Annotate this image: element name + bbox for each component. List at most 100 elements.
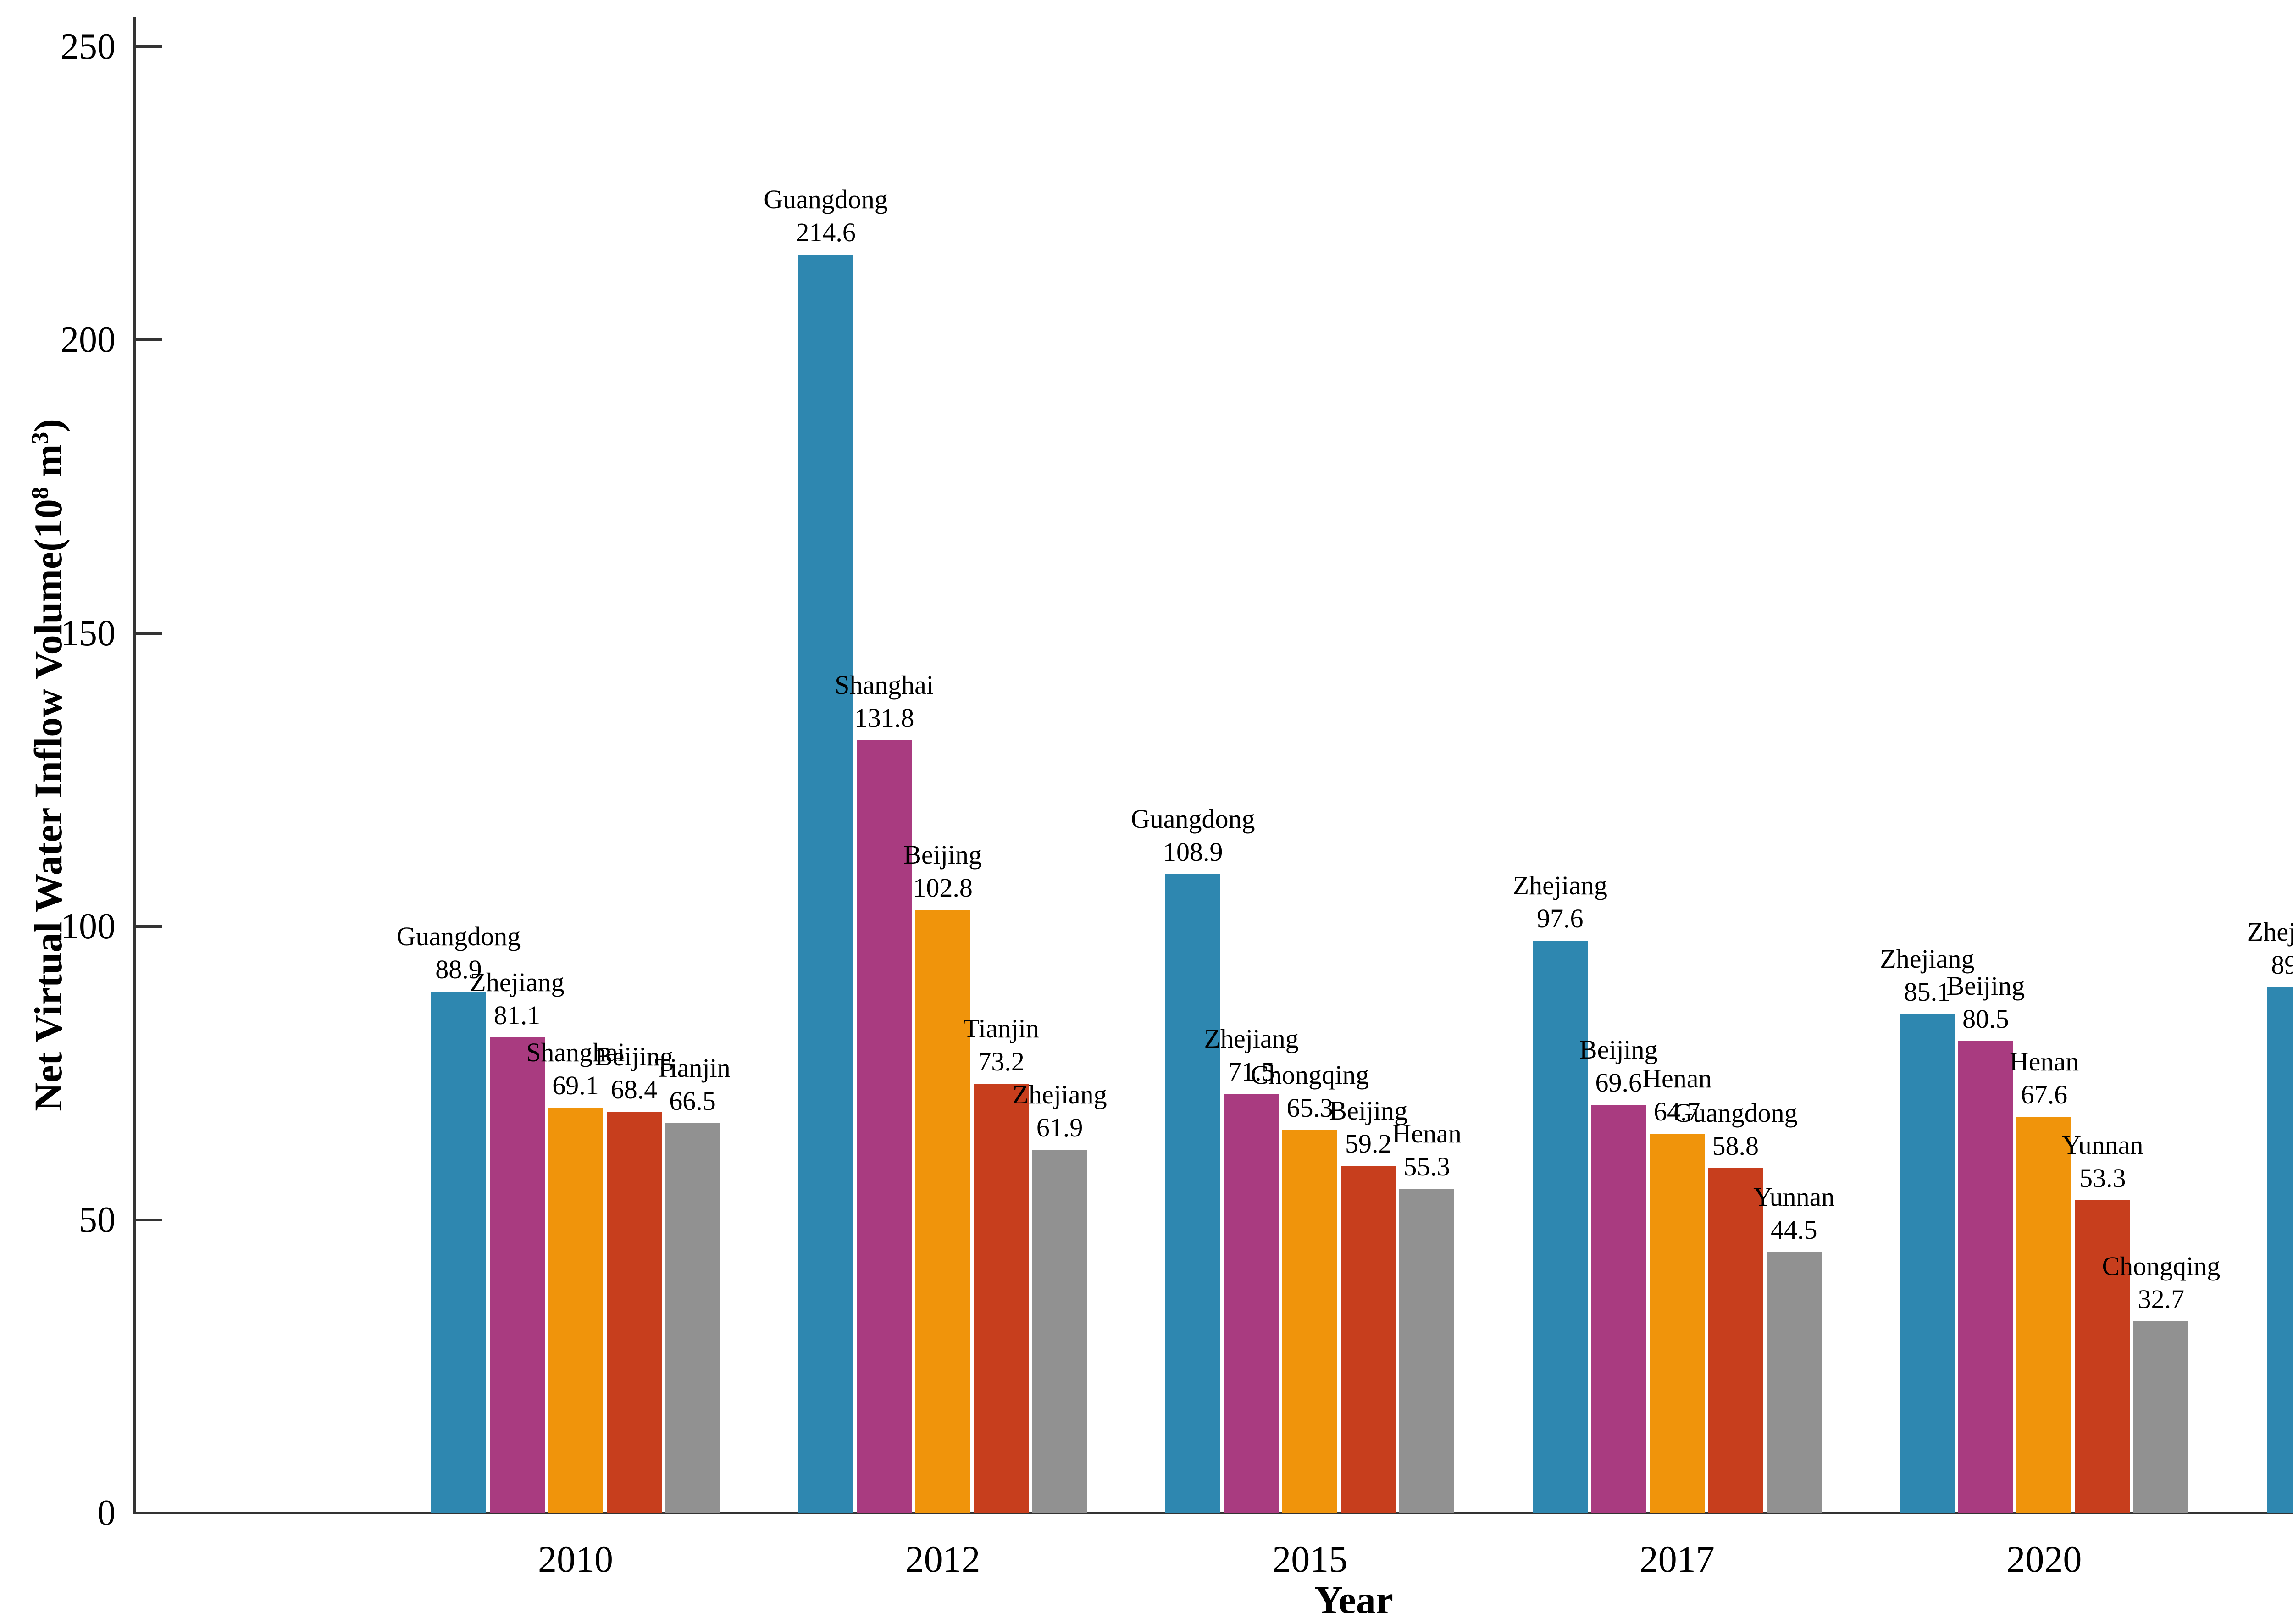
bar-label-value: 131.8 (854, 703, 914, 733)
y-tick-mark (136, 45, 162, 48)
bar-annotation: Yunnan 53.3 (1970, 1129, 2236, 1195)
x-tick-label: 2020 (2006, 1538, 2082, 1580)
bar (1766, 1252, 1822, 1513)
bar-label-province: Zhejiang (470, 967, 565, 997)
bar-label-value: 59.2 (1345, 1128, 1392, 1158)
bar-annotation: Shanghai 69.1 (443, 1036, 709, 1102)
bar (2267, 987, 2293, 1513)
y-tick-mark (136, 632, 162, 635)
y-tick-label: 0 (97, 1493, 116, 1533)
bar (548, 1108, 603, 1513)
bar-label-province: Shanghai (526, 1037, 625, 1068)
bar (1224, 1093, 1279, 1513)
bar-label-value: 214.6 (796, 217, 856, 247)
y-axis-title-close: ) (26, 419, 70, 432)
bar (1165, 874, 1221, 1513)
bar-label-province: Chongqing (2102, 1251, 2221, 1281)
bar-annotation: Zhejiang 81.1 (384, 966, 650, 1032)
bar-annotation: Tianjin 73.2 (868, 1012, 1134, 1078)
bar (2016, 1116, 2072, 1513)
bar-annotation: Tianjin 66.5 (559, 1052, 825, 1118)
bar (857, 740, 912, 1513)
bar-label-province: Zhejiang (2247, 916, 2293, 947)
bar-label-value: 68.4 (610, 1075, 658, 1105)
bar (1282, 1130, 1338, 1513)
bar-label-value: 80.5 (2220, 1003, 2293, 1036)
bar-label-province: Beijing (1579, 1034, 1658, 1064)
bar-label-province: Zhejiang (1204, 1023, 1299, 1053)
x-tick-label: 2012 (905, 1538, 980, 1580)
y-tick-label: 50 (79, 1199, 116, 1240)
bar-annotation: Henan 67.6 (1911, 1045, 2177, 1111)
bar-label-province: Yunnan (2062, 1130, 2143, 1160)
bar-label-value: 64.7 (1654, 1096, 1700, 1126)
bar-label-province: Guangdong (1673, 1098, 1798, 1128)
bar-label-province: Beijing (903, 840, 982, 870)
x-axis-title: Year (1314, 1578, 1393, 1622)
y-tick-mark (136, 1218, 162, 1221)
bar-annotation: Chongqing 32.7 (2028, 1250, 2293, 1316)
bar (1708, 1168, 1763, 1513)
y-axis-title-text: Net Virtual Water Inflow Volume(10 (26, 499, 70, 1111)
bar-annotation: Henan57.3 (2278, 1105, 2293, 1171)
y-tick-label: 250 (61, 27, 116, 67)
x-tick-label: 2010 (538, 1538, 613, 1580)
bar-annotation: Beijing 68.4 (501, 1040, 767, 1106)
bar-annotation: Zhejiang 61.9 (927, 1078, 1193, 1144)
bar-label-province: Henan (1392, 1118, 1462, 1148)
bar-annotation: Yunnan 44.5 (1661, 1181, 1927, 1247)
bar-annotation: Beijing 102.8 (810, 838, 1076, 904)
bar-label-value: 88.9 (435, 954, 482, 985)
bar-annotation: Guangdong 108.9 (1060, 803, 1326, 869)
bar-label-province: Guangdong (396, 921, 521, 952)
bar-label-value: 44.5 (1771, 1214, 1817, 1245)
bar (606, 1112, 662, 1513)
bar-label-value: 80.5 (1962, 1003, 2009, 1034)
bar-label-value: 81.1 (493, 1000, 541, 1030)
y-axis-title-superscript-3: 3 (26, 432, 54, 444)
y-tick-mark (136, 338, 162, 342)
bar-label-province: Beijing (595, 1042, 673, 1072)
bar-label-province: Henan (2009, 1046, 2079, 1076)
bar-annotation: Zhejiang 71.5 (1119, 1022, 1385, 1088)
bar-annotation: Beijing 59.2 (1235, 1094, 1501, 1160)
bar (1649, 1133, 1705, 1513)
bar-label-value: 97.6 (1537, 903, 1584, 933)
bar-label-value: 55.3 (1403, 1151, 1450, 1181)
y-axis-title-unit: m (26, 444, 70, 487)
x-tick-label: 2015 (1272, 1538, 1348, 1580)
bar-annotation: Zhejiang89.7 (2161, 915, 2293, 981)
bar-annotation: Chongqing 65.3 (1177, 1059, 1443, 1125)
bar-label-value: 71.5 (1228, 1056, 1275, 1086)
bar-label-province: Guangdong (1130, 804, 1255, 834)
bar-annotation: Zhejiang 85.1 (1794, 942, 2060, 1009)
y-axis-line (133, 17, 136, 1514)
bar (1532, 940, 1588, 1513)
bar-label-province: Zhejiang (1880, 943, 1975, 974)
bar-label-value: 57.3 (2278, 1138, 2293, 1171)
bar-label-value: 69.1 (552, 1070, 599, 1101)
x-axis-line (133, 1512, 2293, 1514)
bar-label-value: 61.9 (1036, 1113, 1083, 1143)
bar (915, 910, 970, 1513)
bar-label-value: 32.7 (2138, 1284, 2185, 1314)
bar-label-value: 67.6 (2021, 1079, 2068, 1109)
y-tick-label: 150 (61, 613, 116, 654)
bar-annotation: Shanghai 131.8 (751, 669, 1017, 735)
bar (1032, 1150, 1087, 1513)
bar-label-value: 85.1 (1904, 976, 1951, 1007)
bar (2133, 1321, 2189, 1513)
bar-label-value: 102.8 (913, 873, 973, 903)
bar-label-value: 89.7 (2271, 949, 2293, 980)
bar-annotation: Guangdong 58.8 (1602, 1097, 1868, 1163)
bar-label-province: Shanghai (835, 670, 934, 700)
bar-label-value: 58.8 (1712, 1131, 1759, 1161)
bar (431, 992, 486, 1513)
bar-label-province: Zhejiang (1012, 1080, 1107, 1110)
y-tick-label: 200 (61, 320, 116, 360)
bar-label-province: Henan (1642, 1063, 1712, 1093)
bar-label-value: 65.3 (1286, 1092, 1333, 1123)
bar (1900, 1014, 1955, 1513)
